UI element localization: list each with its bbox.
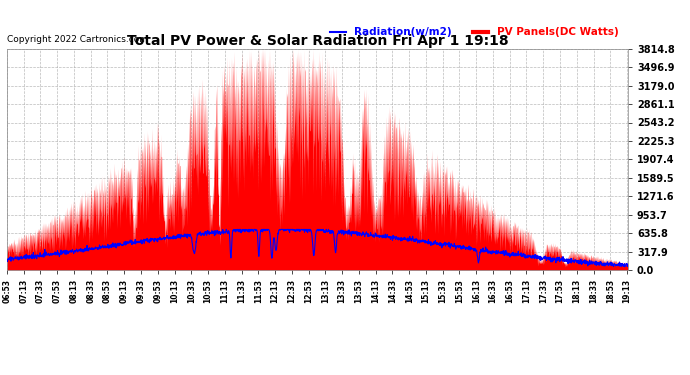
Title: Total PV Power & Solar Radiation Fri Apr 1 19:18: Total PV Power & Solar Radiation Fri Apr… bbox=[126, 34, 509, 48]
Text: Copyright 2022 Cartronics.com: Copyright 2022 Cartronics.com bbox=[7, 35, 148, 44]
Legend: Radiation(w/m2), PV Panels(DC Watts): Radiation(w/m2), PV Panels(DC Watts) bbox=[326, 23, 622, 41]
